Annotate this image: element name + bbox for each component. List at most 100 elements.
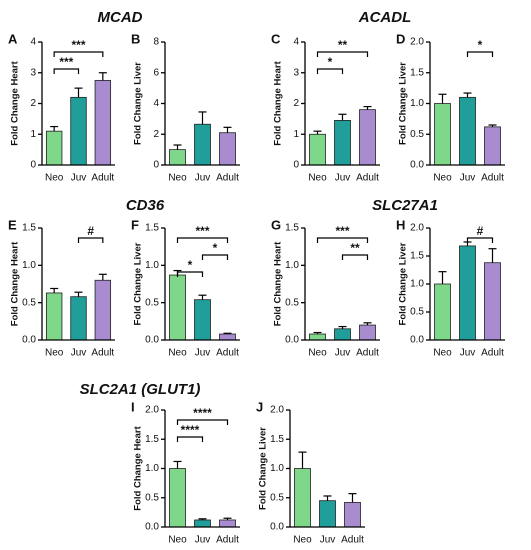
bar [194,519,211,528]
significance-bracket [176,419,229,425]
y-tick-label: 0.0 [22,335,36,346]
significance-label: * [328,55,333,69]
y-tick-label: 0 [153,160,159,171]
bar [94,279,112,341]
x-tick-label: Adult [356,348,379,359]
panel-letter: G [271,217,281,232]
significance-label: **** [193,406,212,420]
significance-label: *** [59,55,73,69]
panel-letter: C [271,31,281,46]
x-tick-label: Adult [216,535,239,546]
x-tick-label: Juv [71,348,87,359]
gene-title: MCAD [98,9,143,26]
bar [94,80,112,166]
gene-title: SLC2A1 (GLUT1) [80,381,201,398]
y-tick-label: 1.0 [270,463,284,474]
y-tick-label: 1 [30,129,36,140]
x-tick-label: Juv [71,173,87,184]
panel-letter: H [396,217,405,232]
y-tick-label: 1.5 [410,251,424,262]
y-tick-label: 1.5 [285,223,299,234]
y-tick-label: 1 [293,129,299,140]
y-tick-label: 2.0 [145,405,159,416]
y-tick-label: 0.0 [410,335,424,346]
y-tick-label: 2 [293,98,299,109]
bar [309,133,326,166]
gene-title: SLC27A1 [372,197,438,214]
significance-bracket [53,51,104,57]
y-tick-label: 0.5 [145,492,159,503]
gene-title: CD36 [126,197,165,214]
bar [344,502,361,528]
y-axis-label: Fold Change Heart [133,425,144,510]
x-tick-label: Juv [195,348,211,359]
bar [194,299,211,341]
y-tick-label: 1.0 [285,260,299,271]
x-tick-label: Adult [91,173,114,184]
bar [434,283,451,341]
panel-letter: J [256,399,263,414]
y-tick-label: 1.0 [145,260,159,271]
y-tick-label: 4 [153,98,159,109]
y-axis-label: Fold Change Heart [273,60,284,145]
bar [219,333,236,341]
bar [459,245,476,341]
y-tick-label: 0 [30,160,36,171]
x-tick-label: Neo [45,348,64,359]
significance-label: *** [195,224,209,238]
y-tick-label: 4 [293,37,299,48]
y-tick-label: 1.5 [145,434,159,445]
y-tick-label: 0.0 [145,522,159,533]
y-tick-label: 1.5 [145,223,159,234]
significance-bracket [77,237,104,243]
y-tick-label: 0.5 [410,129,424,140]
y-axis-label: Fold Change Liver [398,62,409,145]
y-tick-label: 1.5 [270,434,284,445]
x-tick-label: Adult [481,348,504,359]
x-tick-label: Neo [308,173,327,184]
panel-letter: A [8,31,18,46]
y-axis-label: Fold Change Liver [133,62,144,145]
bar [219,519,236,528]
significance-bracket [201,254,229,260]
x-tick-label: Adult [356,173,379,184]
x-tick-label: Neo [433,348,452,359]
y-tick-label: 0.0 [410,160,424,171]
significance-bracket [466,51,494,57]
significance-label: ** [350,241,360,255]
y-tick-label: 2.0 [410,223,424,234]
y-tick-label: 2.0 [410,37,424,48]
bar [70,96,87,166]
significance-label: *** [335,224,349,238]
y-axis-label: Fold Change Heart [10,60,21,145]
significance-bracket [316,68,344,74]
x-tick-label: Neo [433,173,452,184]
y-tick-label: 1.5 [22,223,36,234]
bar [169,468,186,528]
bar [294,468,311,528]
bar [194,123,211,166]
y-tick-label: 2 [30,98,36,109]
y-tick-label: 1.0 [410,279,424,290]
panel-letter: D [396,31,405,46]
x-tick-label: Juv [460,348,476,359]
bar [359,324,376,341]
x-tick-label: Adult [216,348,239,359]
y-axis-label: Fold Change Heart [273,241,284,326]
y-tick-label: 6 [153,67,159,78]
x-tick-label: Juv [195,173,211,184]
y-axis-label: Fold Change Liver [258,427,269,510]
significance-bracket [53,68,80,74]
bar [334,120,351,166]
y-tick-label: 1.0 [145,463,159,474]
y-axis-label: Fold Change Heart [10,241,21,326]
y-tick-label: 0.5 [410,307,424,318]
bar [334,328,351,341]
x-tick-label: Juv [320,535,336,546]
bar [359,109,376,166]
x-tick-label: Adult [341,535,364,546]
y-tick-label: 2.0 [270,405,284,416]
y-tick-label: 1.5 [410,67,424,78]
x-tick-label: Neo [293,535,312,546]
gene-title: ACADL [358,9,412,26]
